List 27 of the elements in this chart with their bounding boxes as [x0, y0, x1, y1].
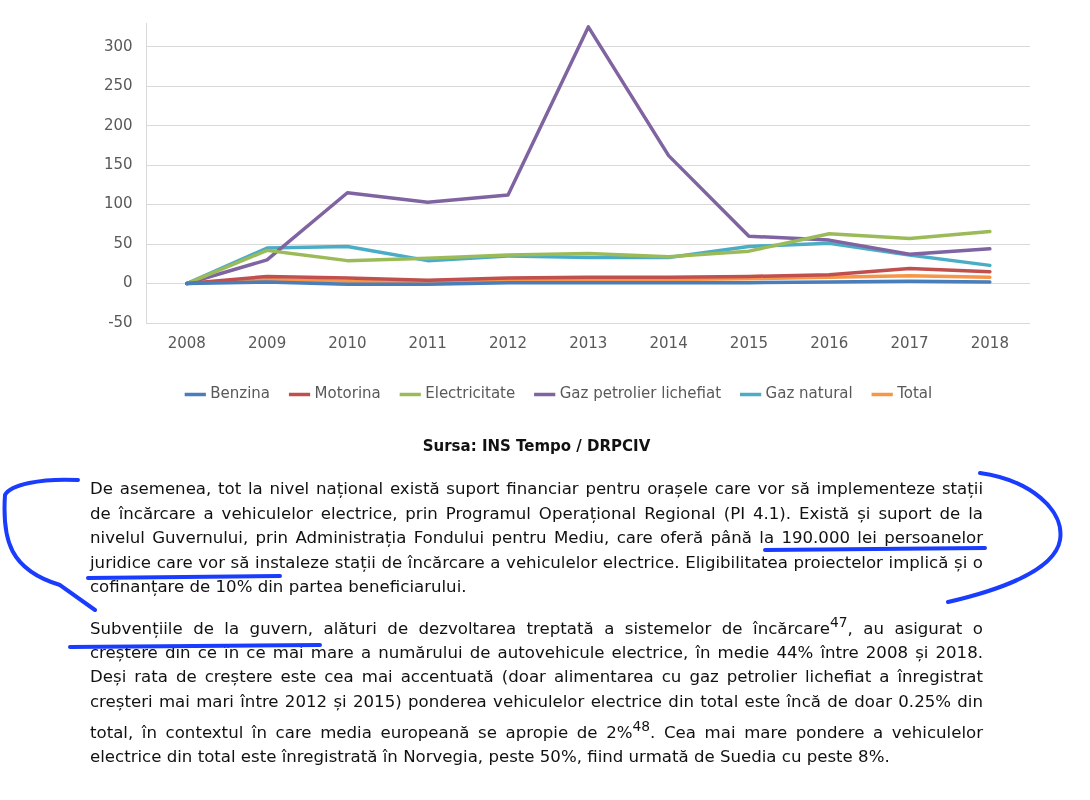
y-tick-label: 0 — [123, 273, 133, 292]
y-tick-label: 50 — [113, 233, 133, 252]
x-tick-label: 2017 — [890, 333, 929, 352]
x-tick-label: 2009 — [248, 333, 287, 352]
legend-label: Electricitate — [425, 384, 516, 403]
x-tick-label: 2015 — [729, 333, 769, 352]
legend-label: Motorina — [314, 384, 381, 403]
x-tick-label: 2014 — [649, 333, 688, 352]
x-tick-label: 2011 — [408, 333, 447, 352]
y-tick-label: 300 — [103, 36, 133, 55]
legend-label: Total — [896, 384, 933, 403]
legend-label: Gaz petrolier lichefiat — [559, 384, 722, 403]
text: De asemenea, tot la nivel național există suport financiar pentru orașele care vor să implementeze stații de încărcare a vehiculelor electrice, prin Programul Operațional Regional (PI 4.1). Există și suport de la nivelul Guvernului, prin Administrația Fondului pentru Mediu, care oferă până la 190.000 lei persoanelor juridice care vor să instaleze stații de încărcare a vehiculelor electrice. Eligibilitatea proiectelor implică și o cofinanțare de 10% din partea beneficiarului. — [90, 478, 983, 598]
y-tick-label: 250 — [103, 76, 133, 95]
x-tick-label: 2018 — [970, 333, 1009, 352]
legend-label: Gaz natural — [765, 384, 853, 403]
y-tick-label: 150 — [103, 155, 133, 173]
y-tick-label: 200 — [103, 115, 133, 134]
x-tick-label: 2008 — [167, 333, 206, 352]
y-tick-label: 100 — [103, 194, 133, 213]
x-tick-label: 2012 — [488, 333, 528, 352]
y-tick-label: -50 — [108, 312, 133, 331]
text: Sursa: INS Tempo / DRPCIV — [421, 437, 652, 455]
x-tick-label: 2010 — [328, 333, 367, 352]
x-tick-label: 2016 — [810, 333, 849, 352]
x-tick-label: 2013 — [569, 333, 608, 352]
legend-label: Benzina — [210, 384, 271, 403]
